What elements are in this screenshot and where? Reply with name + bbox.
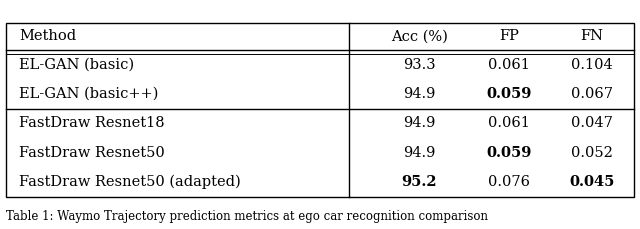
Bar (6, 23, 634, 197)
Text: 0.104: 0.104 (571, 57, 613, 72)
Text: 95.2: 95.2 (401, 175, 437, 189)
Text: FP: FP (499, 29, 519, 43)
Text: FastDraw Resnet18: FastDraw Resnet18 (19, 116, 165, 130)
Text: EL-GAN (basic++): EL-GAN (basic++) (19, 87, 159, 101)
Text: 94.9: 94.9 (403, 87, 435, 101)
Text: Acc (%): Acc (%) (391, 29, 447, 43)
Text: Table 1: Waymo Trajectory prediction metrics at ego car recognition comparison: Table 1: Waymo Trajectory prediction met… (6, 210, 488, 223)
Text: 0.076: 0.076 (488, 175, 530, 189)
Text: Method: Method (19, 29, 76, 43)
Text: 0.061: 0.061 (488, 57, 530, 72)
Text: 93.3: 93.3 (403, 57, 435, 72)
Text: 0.045: 0.045 (570, 175, 614, 189)
Text: FN: FN (580, 29, 604, 43)
Text: 94.9: 94.9 (403, 116, 435, 130)
Text: FastDraw Resnet50 (adapted): FastDraw Resnet50 (adapted) (19, 175, 241, 189)
Text: 0.047: 0.047 (571, 116, 613, 130)
Text: 94.9: 94.9 (403, 146, 435, 160)
Text: FastDraw Resnet50: FastDraw Resnet50 (19, 146, 165, 160)
Text: 0.061: 0.061 (488, 116, 530, 130)
Text: 0.052: 0.052 (571, 146, 613, 160)
Text: 0.067: 0.067 (571, 87, 613, 101)
Text: 0.059: 0.059 (486, 146, 531, 160)
Text: EL-GAN (basic): EL-GAN (basic) (19, 57, 134, 72)
Text: 0.059: 0.059 (486, 87, 531, 101)
